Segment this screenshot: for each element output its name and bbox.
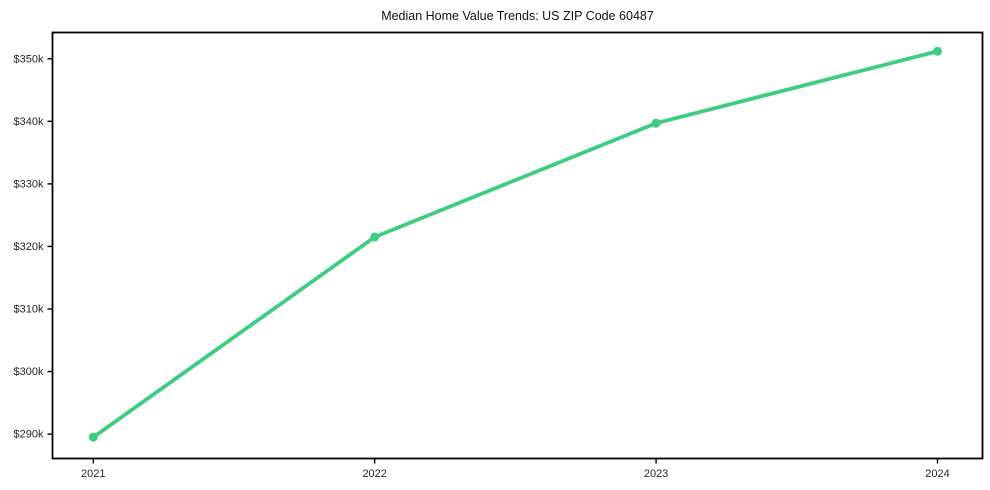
data-point-marker [88, 432, 98, 442]
x-tick-label: 2024 [925, 468, 949, 480]
chart-title: Median Home Value Trends: US ZIP Code 60… [381, 9, 654, 23]
data-point-marker [651, 118, 661, 128]
x-tick-label: 2021 [81, 468, 105, 480]
y-tick-label: $330k [14, 178, 44, 190]
y-tick-label: $290k [14, 429, 44, 441]
data-point-marker [370, 232, 380, 242]
plot-frame [51, 31, 984, 460]
x-tick-label: 2022 [362, 468, 386, 480]
y-tick-label: $310k [14, 303, 44, 315]
x-tick-label: 2023 [644, 468, 668, 480]
y-tick-label: $320k [14, 241, 44, 253]
y-tick-label: $350k [14, 53, 44, 65]
data-point-marker [932, 46, 942, 56]
y-tick-label: $340k [14, 116, 44, 128]
y-tick-label: $300k [14, 366, 44, 378]
trend-line [91, 49, 940, 440]
